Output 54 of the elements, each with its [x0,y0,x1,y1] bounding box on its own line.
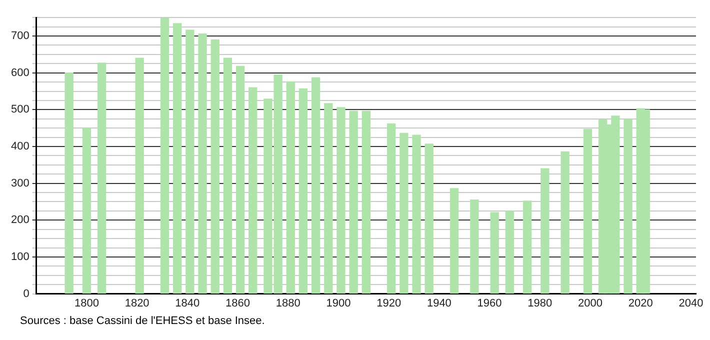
bar [560,151,570,294]
x-tick-label: 1940 [426,297,452,310]
bar [186,30,194,294]
bar [522,200,532,294]
source-note: Sources : base Cassini de l'EHESS et base Insee. [20,315,266,327]
x-tick-label: 1840 [175,297,200,310]
x-tick-label: 1980 [528,297,552,310]
x-tick-label: 1800 [74,297,99,310]
bar [624,118,632,294]
bar [248,87,258,294]
bar [349,110,358,294]
x-tick-label: 1860 [226,297,250,310]
y-tick-label: 500 [10,104,30,116]
bar [135,58,144,294]
bar [362,110,371,294]
bar [82,127,92,294]
bar [540,168,550,294]
y-tick-label: 200 [10,214,30,226]
bar [210,39,220,294]
x-tick-label: 2040 [678,297,704,310]
bar [173,23,182,294]
bar [450,188,459,294]
y-tick-label: 600 [10,66,30,79]
bar [387,123,396,294]
bar [470,200,479,294]
y-tick-label: 100 [10,251,30,264]
bar [400,132,408,294]
x-tick-label: 1960 [477,297,502,310]
bar [198,33,207,294]
bar [160,18,170,294]
bar [583,128,592,294]
bar [311,77,320,294]
bar [490,212,499,294]
y-tick-label: 400 [10,140,30,153]
x-tick-label: 1880 [276,297,300,310]
bar [336,107,346,294]
x-tick-label: 2020 [628,297,653,310]
bar [324,103,333,294]
x-tick-label: 1900 [326,297,351,310]
bar [412,134,421,294]
bar [424,144,434,294]
y-tick-label: 0 [23,288,30,300]
x-tick-label: 1820 [124,297,150,310]
bar [505,210,514,294]
x-tick-label: 2000 [578,297,602,310]
bar [97,62,106,294]
x-tick-label: 1920 [376,297,402,310]
bar [298,88,308,294]
bar [223,58,232,294]
bar [236,66,245,294]
y-tick-label: 300 [10,177,30,190]
bar [64,72,74,294]
y-tick-label: 700 [10,30,30,42]
bar [286,81,295,294]
